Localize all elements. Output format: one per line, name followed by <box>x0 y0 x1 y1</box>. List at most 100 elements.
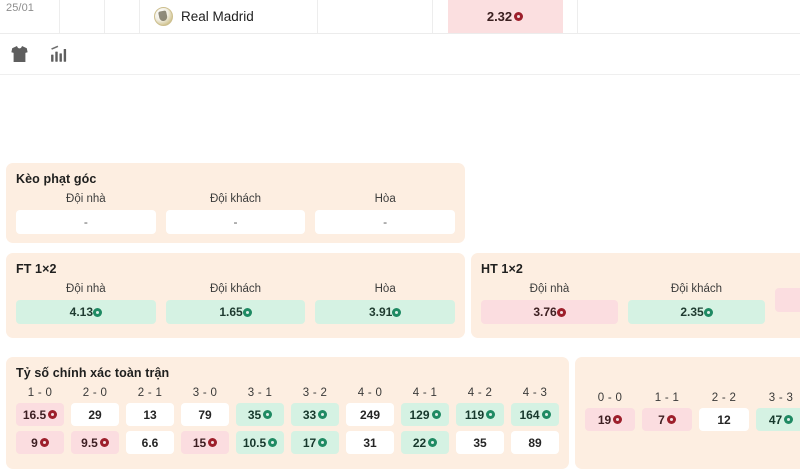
column-header: Đội nhà <box>529 283 570 295</box>
ft-odds-away[interactable]: 1.65 <box>165 300 306 324</box>
score-cell[interactable]: 19 <box>585 408 635 431</box>
draw-col-3-3: 3 - 3 47 <box>756 392 800 436</box>
score-col-4-0: 4 - 0 249 31 <box>346 387 394 459</box>
corner-col-away: Đội khách - <box>165 193 306 234</box>
trend-up-icon <box>263 410 273 419</box>
score-header: 4 - 2 <box>467 387 493 399</box>
score-value: 10.5 <box>242 435 267 450</box>
match-date: 25/01 <box>6 1 35 14</box>
score-cell[interactable]: 35 <box>236 403 284 426</box>
score-header: 3 - 2 <box>302 387 328 399</box>
score-cell[interactable]: 164 <box>511 403 559 426</box>
score-cell[interactable]: 15 <box>181 431 229 454</box>
score-cell[interactable]: 119 <box>456 403 504 426</box>
trend-up-icon <box>93 307 103 317</box>
score-value: 119 <box>464 407 485 422</box>
ht-odds-home[interactable]: 3.76 <box>481 300 618 324</box>
score-header: 4 - 1 <box>412 387 438 399</box>
score-header: 4 - 0 <box>357 387 383 399</box>
score-value: 35 <box>247 407 262 422</box>
trend-up-icon <box>318 438 328 447</box>
score-header: 3 - 1 <box>247 387 273 399</box>
trend-up-icon <box>784 415 794 424</box>
column-header: Hòa <box>374 283 396 295</box>
score-header: 4 - 3 <box>522 387 548 399</box>
score-col-3-1: 3 - 1 35 10.5 <box>236 387 284 459</box>
odds-value: 1.65 <box>219 305 243 319</box>
header-odds-pill[interactable]: 2.32 <box>447 0 563 33</box>
ht-1x2-panel: HT 1×2 Đội nhà 3.76 Đội khách 2.35 <box>471 253 800 338</box>
score-header: 3 - 3 <box>768 392 794 404</box>
score-cell[interactable]: 9.5 <box>71 431 119 454</box>
score-value: 9.5 <box>81 435 98 450</box>
ht-col-away: Đội khách 2.35 <box>628 283 765 324</box>
score-cell[interactable]: 33 <box>291 403 339 426</box>
corner-panel-title: Kèo phạt góc <box>16 172 97 186</box>
trend-down-icon <box>514 12 524 21</box>
ft-panel-title: FT 1×2 <box>16 262 57 276</box>
trend-up-icon <box>541 410 551 419</box>
score-col-1-0: 1 - 0 16.5 9 <box>16 387 64 459</box>
score-cell[interactable]: 79 <box>181 403 229 426</box>
score-value: 16.5 <box>22 407 47 422</box>
corner-col-home: Đội nhà - <box>16 193 156 234</box>
bar-chart-icon[interactable] <box>48 43 70 65</box>
trend-up-icon <box>268 438 278 447</box>
score-cell[interactable]: 12 <box>699 408 749 431</box>
trend-up-icon <box>392 307 402 317</box>
ft-col-home: Đội nhà 4.13 <box>16 283 156 324</box>
trend-down-icon <box>613 415 623 424</box>
ht-odds-draw[interactable] <box>775 288 800 312</box>
score-cell[interactable]: 10.5 <box>236 431 284 454</box>
draw-grid: 0 - 0 19 1 - 1 7 2 - 2 12 <box>585 392 800 436</box>
correct-score-panel: Tỷ số chính xác toàn trận 1 - 0 16.5 9 2… <box>6 357 569 469</box>
score-cell[interactable]: 22 <box>401 431 449 454</box>
score-cell[interactable]: 13 <box>126 403 174 426</box>
score-value: 164 <box>519 407 540 422</box>
score-header: 2 - 1 <box>137 387 163 399</box>
score-cell[interactable]: 89 <box>511 431 559 454</box>
score-col-4-2: 4 - 2 119 35 <box>456 387 504 459</box>
ft-odds-home[interactable]: 4.13 <box>16 300 156 324</box>
match-col-a <box>60 0 105 33</box>
team-name: Real Madrid <box>181 9 254 24</box>
score-cell[interactable]: 29 <box>71 403 119 426</box>
corner-value-draw[interactable]: - <box>315 210 456 234</box>
header-odds-cell[interactable]: 2.32 <box>433 0 578 33</box>
corner-col-draw: Hòa - <box>315 193 456 234</box>
score-cell[interactable]: 16.5 <box>16 403 64 426</box>
score-cell[interactable]: 17 <box>291 431 339 454</box>
trend-down-icon <box>99 438 109 447</box>
trend-down-icon <box>48 410 58 419</box>
score-cell[interactable]: 6.6 <box>126 431 174 454</box>
score-header: 2 - 2 <box>711 392 737 404</box>
score-value: 47 <box>768 412 783 427</box>
trend-up-icon <box>486 410 496 419</box>
corner-value-home[interactable]: - <box>16 210 156 234</box>
score-header: 2 - 0 <box>82 387 108 399</box>
score-cell[interactable]: 7 <box>642 408 692 431</box>
score-cell[interactable]: 47 <box>756 408 800 431</box>
match-team-cell[interactable]: Real Madrid <box>140 0 318 33</box>
corner-value-away[interactable]: - <box>165 210 306 234</box>
score-cell[interactable]: 249 <box>346 403 394 426</box>
ht-odds-away[interactable]: 2.35 <box>628 300 765 324</box>
score-cell[interactable]: 31 <box>346 431 394 454</box>
column-header: Đội khách <box>209 283 262 295</box>
score-value: 33 <box>302 407 317 422</box>
score-value: 15 <box>192 435 207 450</box>
score-grid: 1 - 0 16.5 9 2 - 0 29 9.5 <box>16 387 559 459</box>
score-cell[interactable]: 35 <box>456 431 504 454</box>
score-value: 22 <box>412 435 427 450</box>
score-col-3-0: 3 - 0 79 15 <box>181 387 229 459</box>
match-header-row[interactable]: 25/01 Real Madrid 2.32 <box>0 0 800 34</box>
score-col-4-1: 4 - 1 129 22 <box>401 387 449 459</box>
ft-odds-draw[interactable]: 3.91 <box>315 300 456 324</box>
score-cell[interactable]: 9 <box>16 431 64 454</box>
score-cell[interactable]: 129 <box>401 403 449 426</box>
match-col-b <box>105 0 140 33</box>
draw-col-0-0: 0 - 0 19 <box>585 392 635 436</box>
trend-down-icon <box>208 438 218 447</box>
jersey-icon[interactable] <box>8 43 30 65</box>
score-value: 19 <box>597 412 612 427</box>
